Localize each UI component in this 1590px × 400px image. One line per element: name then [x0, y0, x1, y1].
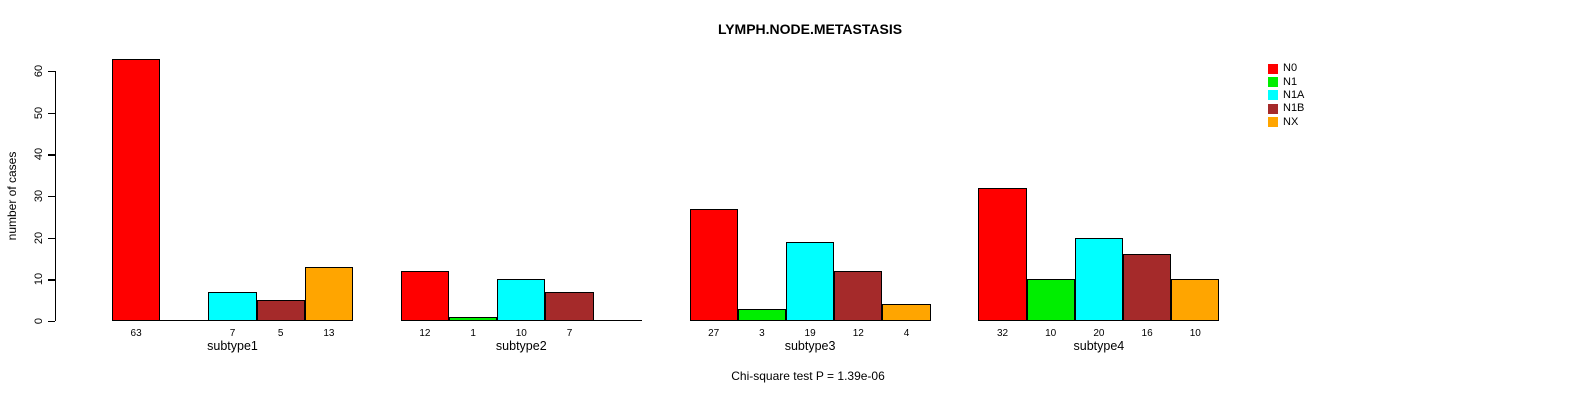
- bar-value-label: 32: [996, 328, 1009, 339]
- bar: [1074, 237, 1123, 321]
- bar: [1123, 254, 1172, 321]
- bar: [208, 291, 257, 321]
- legend-label: N0: [1283, 62, 1298, 75]
- legend-item: N1B: [1268, 102, 1304, 115]
- bar: [834, 271, 883, 321]
- bar: [545, 291, 594, 321]
- y-tick-label: 50: [33, 106, 45, 119]
- chart-title: LYMPH.NODE.METASTASIS: [717, 21, 903, 37]
- bar-value-label: 63: [130, 328, 142, 339]
- legend-swatch-n1: [1268, 77, 1278, 88]
- bar-value-label: 27: [708, 328, 720, 339]
- chi-square-note: Chi-square test P = 1.39e-06: [731, 369, 885, 383]
- bar-value-label: 4: [903, 328, 910, 339]
- bar: [978, 187, 1027, 321]
- legend-item: N1: [1268, 75, 1304, 88]
- y-tick-label: 0: [33, 317, 45, 325]
- bar: [882, 304, 931, 321]
- y-tick: [48, 154, 55, 156]
- y-tick: [48, 196, 55, 198]
- bar-value-label: 10: [1189, 328, 1201, 339]
- bar-value-label: 10: [1045, 328, 1057, 339]
- legend-swatch-nx: [1268, 117, 1278, 128]
- legend-item: N1A: [1268, 89, 1304, 102]
- bar-value-label: 7: [566, 328, 573, 339]
- y-tick-label: 30: [33, 189, 45, 203]
- bar: [737, 308, 786, 321]
- y-tick: [48, 71, 55, 73]
- bar-value-label: 3: [759, 328, 765, 339]
- legend-label: N1A: [1283, 88, 1305, 101]
- legend-label: NX: [1283, 115, 1299, 128]
- bar-value-label: 5: [277, 328, 284, 339]
- bar: [400, 271, 449, 321]
- y-tick: [48, 279, 55, 281]
- bar-value-label: 20: [1093, 328, 1105, 339]
- bar-value-label: 16: [1141, 328, 1153, 339]
- y-tick: [48, 237, 55, 240]
- bar-value-label: 10: [515, 328, 527, 339]
- y-tick-label: 20: [33, 231, 45, 244]
- bar: [786, 241, 835, 321]
- legend-item: NX: [1268, 116, 1304, 129]
- category-label: subtype4: [1073, 339, 1125, 353]
- legend-swatch-n1b: [1268, 103, 1278, 114]
- legend: N0 N1 N1A N1B NX: [1268, 62, 1304, 129]
- legend-item: N0: [1268, 62, 1304, 75]
- y-axis-line: [55, 71, 57, 321]
- bar-value-label: 12: [852, 328, 864, 339]
- y-tick: [48, 321, 55, 323]
- bar: [256, 300, 305, 321]
- bar: [112, 58, 161, 321]
- category-label: subtype3: [784, 339, 836, 353]
- bar: [497, 279, 546, 321]
- bar-value-label: 7: [229, 328, 236, 339]
- legend-swatch-n1a: [1268, 90, 1278, 101]
- bar-value-label: 1: [470, 328, 476, 339]
- category-label: subtype2: [495, 339, 547, 353]
- legend-label: N1: [1283, 75, 1298, 88]
- legend-label: N1B: [1283, 102, 1305, 115]
- category-label: subtype1: [207, 339, 258, 353]
- zero-bar-line: [160, 320, 209, 322]
- bar: [304, 266, 353, 321]
- legend-swatch-n0: [1268, 63, 1278, 74]
- bar: [449, 316, 498, 321]
- zero-bar-line: [593, 320, 642, 322]
- bar-value-label: 13: [323, 328, 335, 339]
- y-tick-label: 40: [33, 148, 45, 161]
- bar-value-label: 12: [419, 328, 431, 339]
- bar: [1026, 279, 1075, 321]
- y-tick-label: 10: [33, 273, 45, 286]
- bar: [689, 208, 738, 321]
- y-tick: [48, 112, 55, 115]
- y-tick-label: 60: [33, 64, 45, 78]
- bar-value-label: 19: [804, 328, 816, 339]
- bar: [1171, 279, 1220, 321]
